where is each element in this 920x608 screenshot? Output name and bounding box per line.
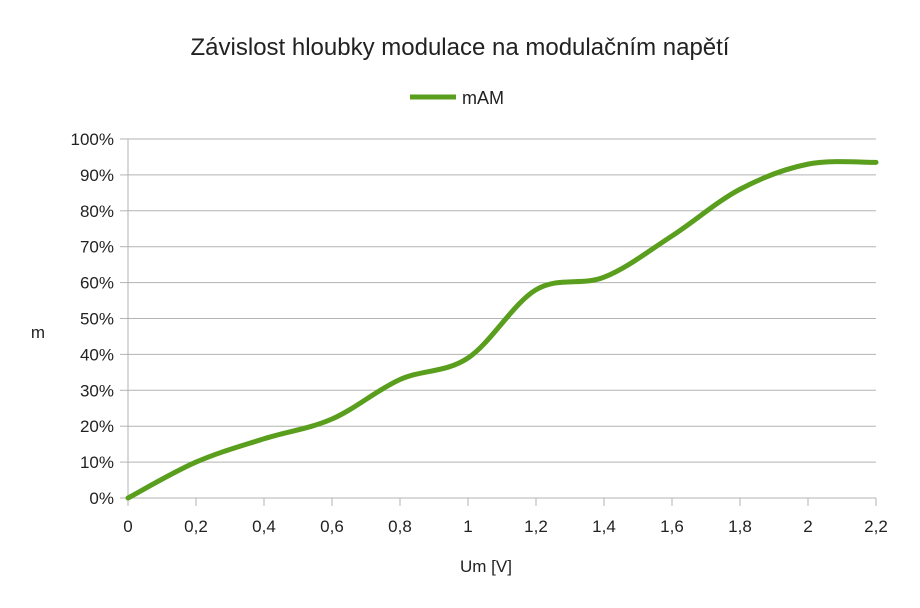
x-axis-tick-labels: 0 0,2 0,4 0,6 0,8 1 1,2 1,4 1,6 1,8 2 2,2	[123, 517, 888, 536]
x-tick-label: 1	[463, 517, 472, 536]
x-tick-label: 2	[803, 517, 812, 536]
y-tick-label: 20%	[80, 417, 114, 436]
y-axis-tick-labels: 0% 10% 20% 30% 40% 50% 60% 70% 80% 90% 100%	[71, 130, 114, 508]
x-tick-label: 0,4	[252, 517, 276, 536]
legend: mAM	[410, 88, 504, 108]
y-tick-label: 100%	[71, 130, 114, 149]
grid	[128, 138, 876, 463]
x-tick-label: 0	[123, 517, 132, 536]
x-tick-label: 1,2	[524, 517, 548, 536]
legend-label-mam: mAM	[462, 88, 504, 108]
y-tick-label: 80%	[80, 202, 114, 221]
y-tick-label: 30%	[80, 381, 114, 400]
x-tick-label: 0,8	[388, 517, 412, 536]
x-tick-label: 2,2	[864, 517, 888, 536]
y-tick-label: 60%	[80, 274, 114, 293]
y-tick-label: 10%	[80, 453, 114, 472]
x-tick-label: 1,4	[592, 517, 616, 536]
chart-title: Závislost hloubky modulace na modulačním…	[191, 34, 730, 61]
y-tick-label: 0%	[89, 489, 114, 508]
x-axis-label: Um [V]	[460, 557, 512, 576]
x-tick-label: 0,2	[184, 517, 208, 536]
x-tick-label: 1,6	[660, 517, 684, 536]
axes	[120, 138, 877, 506]
series-line-mam	[125, 159, 879, 501]
y-tick-label: 50%	[80, 310, 114, 329]
y-axis-label: m	[31, 323, 45, 342]
series-mam	[125, 159, 879, 501]
y-tick-label: 40%	[80, 345, 114, 364]
y-tick-label: 70%	[80, 238, 114, 257]
x-tick-label: 1,8	[728, 517, 752, 536]
y-tick-label: 90%	[80, 166, 114, 185]
x-tick-label: 0,6	[320, 517, 344, 536]
